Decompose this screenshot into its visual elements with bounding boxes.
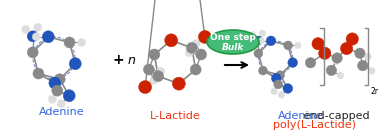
Circle shape <box>49 77 61 89</box>
Text: 2n-1: 2n-1 <box>370 87 378 96</box>
Circle shape <box>48 95 56 103</box>
Circle shape <box>278 92 285 98</box>
Circle shape <box>196 49 207 60</box>
Circle shape <box>192 40 200 48</box>
Circle shape <box>22 25 30 33</box>
Circle shape <box>190 64 201 75</box>
Circle shape <box>186 42 197 53</box>
Circle shape <box>57 100 65 108</box>
Circle shape <box>276 71 285 80</box>
Circle shape <box>27 47 38 58</box>
Circle shape <box>259 66 267 75</box>
Text: poly(L-Lactide): poly(L-Lactide) <box>274 120 356 130</box>
Text: L-Lactide: L-Lactide <box>150 111 200 121</box>
Circle shape <box>319 47 331 59</box>
Circle shape <box>69 58 81 70</box>
Text: +: + <box>112 53 124 67</box>
Circle shape <box>139 81 152 94</box>
Circle shape <box>33 68 44 79</box>
Circle shape <box>355 48 365 58</box>
Circle shape <box>358 60 368 71</box>
Circle shape <box>249 32 256 38</box>
Circle shape <box>283 84 293 93</box>
Text: Adenine: Adenine <box>39 107 85 117</box>
Circle shape <box>259 30 266 36</box>
Circle shape <box>143 64 154 75</box>
Circle shape <box>369 67 375 74</box>
Circle shape <box>332 53 342 63</box>
Circle shape <box>42 31 54 43</box>
Text: One step: One step <box>210 34 256 43</box>
Circle shape <box>294 42 301 49</box>
Circle shape <box>274 80 283 89</box>
Circle shape <box>34 23 42 31</box>
Circle shape <box>63 90 75 102</box>
Circle shape <box>172 77 185 90</box>
Circle shape <box>165 34 178 47</box>
Circle shape <box>52 85 63 96</box>
Circle shape <box>254 49 263 58</box>
Circle shape <box>198 30 211 43</box>
Circle shape <box>258 38 265 44</box>
Circle shape <box>305 57 316 68</box>
Circle shape <box>149 49 160 60</box>
Circle shape <box>185 49 193 57</box>
Circle shape <box>346 33 358 45</box>
Circle shape <box>288 58 297 67</box>
Text: Adenine: Adenine <box>278 111 324 121</box>
Circle shape <box>284 41 293 50</box>
Ellipse shape <box>207 30 259 54</box>
Circle shape <box>333 58 340 65</box>
Circle shape <box>77 38 85 46</box>
Circle shape <box>254 36 263 45</box>
Circle shape <box>365 53 371 60</box>
Circle shape <box>266 36 276 46</box>
Circle shape <box>337 72 344 79</box>
Circle shape <box>312 38 324 50</box>
Circle shape <box>150 76 158 84</box>
Circle shape <box>153 71 164 82</box>
Circle shape <box>64 37 75 48</box>
Circle shape <box>326 65 337 76</box>
Circle shape <box>27 31 38 42</box>
Circle shape <box>271 88 277 95</box>
Text: n: n <box>128 54 136 67</box>
Circle shape <box>54 74 65 85</box>
Circle shape <box>341 42 353 55</box>
Circle shape <box>32 33 40 41</box>
Text: Bulk: Bulk <box>222 43 244 51</box>
Circle shape <box>157 67 165 75</box>
Circle shape <box>271 73 281 83</box>
Text: end-capped: end-capped <box>300 111 370 121</box>
